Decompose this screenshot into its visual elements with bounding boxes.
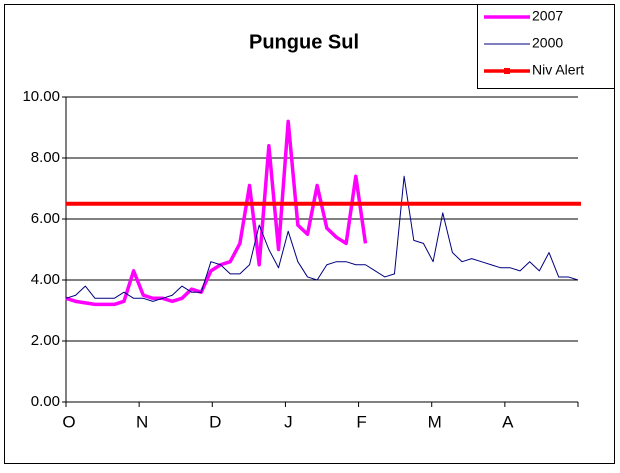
legend-label: 2007 bbox=[532, 8, 563, 24]
x-tick-label: F bbox=[356, 412, 366, 431]
y-tick-label: 8.00 bbox=[31, 149, 60, 166]
x-tick-label: J bbox=[284, 412, 293, 431]
y-tick-label: 6.00 bbox=[31, 210, 60, 227]
legend-label: 2000 bbox=[532, 35, 563, 51]
series-line bbox=[65, 119, 368, 307]
x-tick-label: A bbox=[502, 412, 514, 431]
x-tick-label: N bbox=[136, 412, 148, 431]
legend-marker bbox=[504, 68, 510, 74]
y-tick-label: 0.00 bbox=[31, 393, 60, 410]
y-tick-label: 10.00 bbox=[22, 88, 60, 105]
y-tick-label: 2.00 bbox=[31, 332, 60, 349]
legend-label: Niv Alert bbox=[532, 62, 584, 78]
series-line bbox=[65, 175, 579, 302]
y-tick-label: 4.00 bbox=[31, 271, 60, 288]
x-tick-label: M bbox=[428, 412, 442, 431]
chart-title: Pungue Sul bbox=[249, 31, 359, 53]
x-tick-label: O bbox=[62, 412, 75, 431]
x-tick-label: D bbox=[209, 412, 221, 431]
